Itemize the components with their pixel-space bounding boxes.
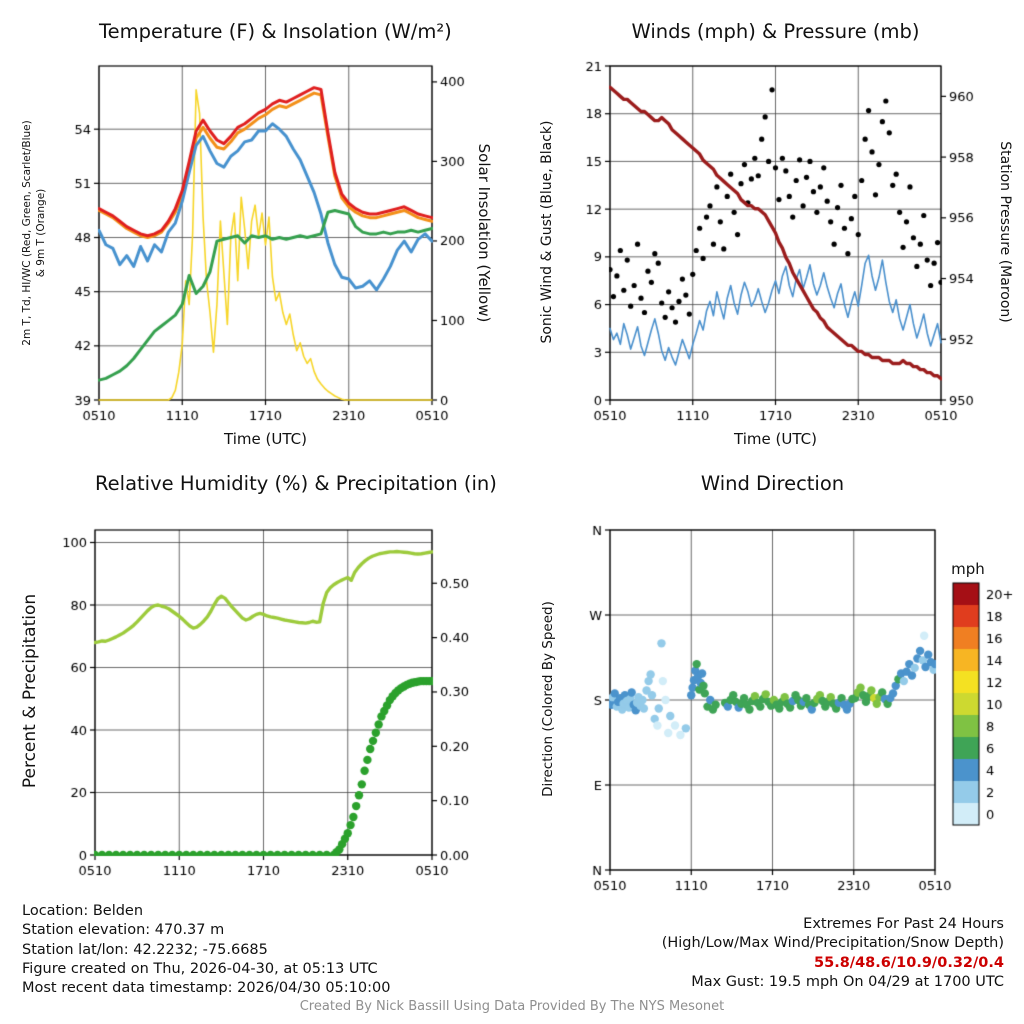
wind-direction-chart <box>512 460 1024 900</box>
temperature-insolation-chart <box>0 0 512 460</box>
station-info-block: Location: Belden Station elevation: 470.… <box>22 902 390 998</box>
winds-pressure-panel: Winds (mph) & Pressure (mb) Sonic Wind &… <box>512 0 1024 460</box>
wind-gust-left-axis-label: Sonic Wind & Gust (Blue, Black) <box>539 120 555 344</box>
percent-precipitation-axis-label: Percent & Precipitation <box>20 593 40 789</box>
temperature-insolation-title: Temperature (F) & Insolation (W/m²) <box>99 20 452 43</box>
wind-direction-panel: Wind Direction Direction (Colored By Spe… <box>512 460 1024 900</box>
winds-pressure-title: Winds (mph) & Pressure (mb) <box>631 20 920 43</box>
most-recent-data-timestamp: Most recent data timestamp: 2026/04/30 0… <box>22 980 391 997</box>
extremes-values: 55.8/48.6/10.9/0.32/0.4 <box>814 954 1004 971</box>
temperature-insolation-panel: Temperature (F) & Insolation (W/m²) 2m T… <box>0 0 512 460</box>
station-location: Location: Belden <box>22 903 144 919</box>
colorbar-unit-label: mph <box>951 560 985 578</box>
extremes-subtitle: (High/Low/Max Wind/Precipitation/Snow De… <box>661 935 1004 952</box>
humidity-precipitation-chart <box>0 460 512 900</box>
figure-created-timestamp: Figure created on Thu, 2026-04-30, at 05… <box>22 960 378 977</box>
direction-axis-label: Direction (Colored By Speed) <box>540 601 556 797</box>
insolation-right-axis-label: Solar Insolation (Yellow) <box>475 143 493 323</box>
extremes-block: Extremes For Past 24 Hours (High/Low/Max… <box>662 915 1004 992</box>
station-elevation: Station elevation: 470.37 m <box>22 922 225 939</box>
temperature-left-axis-label: 2m T, Td, HI/WC (Red, Green, Scarlet/Blu… <box>21 120 47 346</box>
pressure-right-axis-label: Station Pressure (Maroon) <box>997 141 1013 323</box>
credit-line: Created By Nick Bassill Using Data Provi… <box>299 999 725 1014</box>
humidity-precipitation-panel: Relative Humidity (%) & Precipitation (i… <box>0 460 512 900</box>
extremes-title: Extremes For Past 24 Hours <box>803 916 1004 932</box>
time-utc-axis-label-1: Time (UTC) <box>224 430 307 448</box>
wind-direction-title: Wind Direction <box>700 472 845 495</box>
winds-pressure-chart <box>512 0 1024 460</box>
time-utc-axis-label-2: Time (UTC) <box>734 430 817 448</box>
humidity-precipitation-title: Relative Humidity (%) & Precipitation (i… <box>95 472 497 495</box>
station-latlon: Station lat/lon: 42.2232; -75.6685 <box>22 941 268 958</box>
max-gust-line: Max Gust: 19.5 mph On 04/29 at 1700 UTC <box>691 973 1004 990</box>
